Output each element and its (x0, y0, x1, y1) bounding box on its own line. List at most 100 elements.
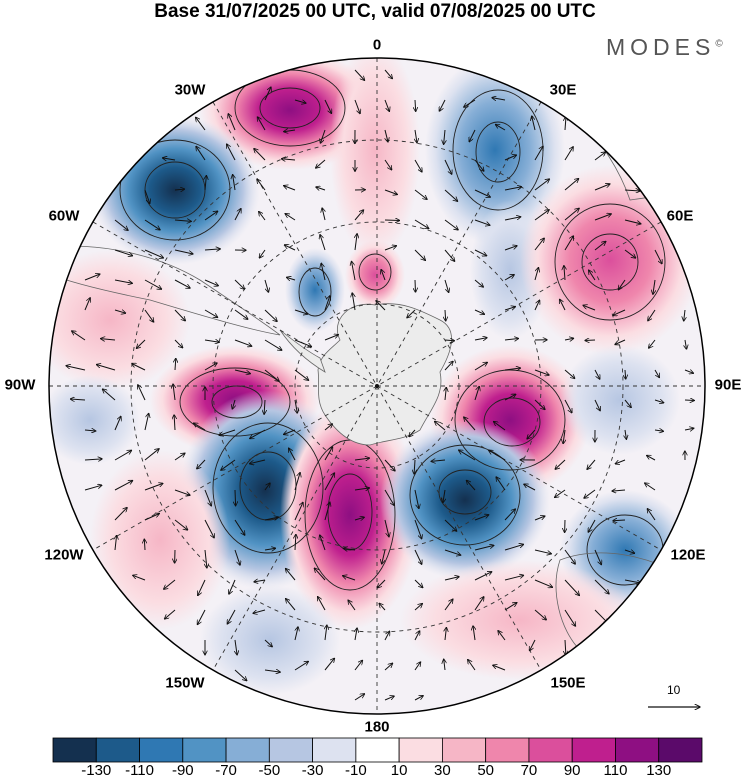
wind-arrow (414, 631, 420, 641)
wind-arrow (234, 369, 250, 374)
anomaly-low-90e (560, 345, 680, 455)
wind-arrow (253, 609, 266, 613)
label-lon-30w: 30W (174, 81, 206, 99)
wind-arrow (144, 539, 145, 551)
wind-arrow (320, 235, 326, 251)
wind-arrow (504, 368, 521, 370)
wind-arrow (560, 299, 566, 311)
wind-arrow (204, 519, 214, 538)
wind-arrow (384, 631, 390, 641)
wind-arrow (474, 309, 485, 314)
wind-arrow (354, 69, 365, 80)
wind-arrow (114, 249, 133, 256)
brand-logo: MODES© (606, 34, 723, 61)
wind-arrow (84, 459, 102, 460)
wind-arrow (144, 219, 160, 230)
colorbar-swatch (95, 737, 140, 763)
wind-arrow (320, 129, 326, 143)
colorbar-tick-label: -90 (171, 762, 194, 779)
wind-arrow (474, 386, 479, 401)
wind-arrow (354, 99, 360, 114)
anomaly-high-60e (520, 165, 700, 355)
wind-arrow (264, 309, 277, 322)
wind-arrow (221, 459, 236, 470)
antarctica-landmass (317, 303, 452, 446)
wind-arrow (654, 400, 664, 403)
wind-arrow (114, 450, 132, 461)
wind-arrow (324, 502, 330, 521)
colorbar (52, 737, 703, 763)
wind-arrow (564, 147, 573, 161)
wind-arrow (321, 263, 326, 281)
wind-arrow (101, 339, 116, 340)
wind-arrow (264, 339, 282, 350)
wind-arrow (594, 549, 601, 565)
colorbar-swatch (441, 737, 487, 763)
wind-arrow (295, 399, 297, 413)
wind-arrow (534, 300, 540, 311)
wind-arrow (473, 626, 475, 641)
wind-arrow (654, 430, 664, 431)
wind-arrow (324, 296, 330, 311)
wind-arrow (174, 220, 191, 221)
wind-arrow (284, 130, 296, 132)
wind-arrow (114, 219, 128, 230)
wind-arrow (504, 394, 516, 401)
wind-arrow (136, 339, 146, 348)
wind-arrow (439, 99, 446, 111)
wind-arrow (381, 269, 386, 281)
wind-arrow (645, 483, 656, 491)
wind-arrow (474, 572, 492, 581)
wind-arrow (259, 249, 266, 258)
wind-arrow (444, 659, 445, 671)
wind-arrow (534, 268, 539, 281)
wind-arrow (444, 159, 452, 174)
wind-arrow (384, 489, 394, 505)
wind-arrow (316, 159, 326, 168)
wind-arrow (234, 209, 241, 221)
wind-arrow (530, 639, 536, 651)
wind-arrow (584, 489, 596, 498)
label-lon-150e: 150E (550, 674, 586, 692)
wind-arrow (294, 99, 306, 103)
wind-arrow (496, 477, 506, 491)
wind-arrow (84, 485, 102, 491)
wind-arrow (414, 189, 427, 199)
wind-arrow (498, 631, 506, 641)
colorbar-swatch (615, 737, 660, 763)
colorbar-tick-label: -70 (215, 762, 237, 779)
wind-arrow (384, 69, 392, 79)
wind-arrow (377, 579, 386, 588)
anomaly-high-160e (400, 560, 640, 680)
wind-arrow (409, 429, 416, 437)
wind-arrow (648, 309, 656, 321)
wind-arrow (144, 483, 163, 491)
wind-arrow (414, 219, 429, 229)
wind-arrow (564, 208, 579, 221)
wind-arrow (382, 549, 386, 564)
wind-arrow (564, 266, 565, 281)
wind-arrow (583, 305, 596, 311)
wind-arrow (173, 384, 175, 401)
wind-arrow (385, 129, 388, 142)
wind-arrow (649, 339, 656, 348)
wind-arrow (564, 338, 574, 340)
wind-arrow (204, 279, 218, 286)
label-lon-60w: 60W (48, 207, 80, 225)
wind-arrow (175, 358, 176, 371)
wind-arrow (164, 579, 176, 589)
wind-arrow (354, 458, 370, 460)
wind-arrow (114, 481, 133, 491)
wind-arrow (259, 212, 266, 221)
wind-arrow (354, 488, 370, 490)
wind-arrow (564, 399, 572, 413)
colorbar-swatch (139, 737, 184, 763)
wind-arrow (284, 186, 296, 191)
wind-arrow (625, 429, 626, 439)
wind-arrow (165, 609, 176, 619)
colorbar-tick-label: -30 (301, 762, 324, 779)
anomaly-high-near-pole (345, 240, 405, 310)
wind-arrow (504, 544, 524, 551)
wind-arrow (624, 249, 636, 258)
